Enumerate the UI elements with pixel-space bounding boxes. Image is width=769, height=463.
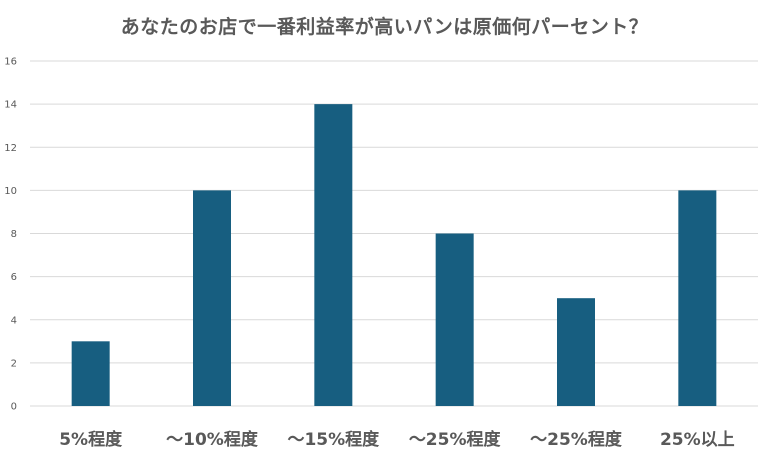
y-tick-label: 10 — [4, 186, 17, 197]
y-tick-label: 0 — [11, 402, 17, 413]
bar-6 — [678, 190, 717, 406]
bar-5 — [557, 298, 595, 406]
bar-1 — [71, 341, 110, 406]
x-category-label: ～25%程度 — [530, 429, 623, 450]
y-tick-label: 12 — [4, 143, 17, 154]
y-tick-label: 6 — [11, 272, 17, 283]
y-tick-label: 4 — [11, 315, 17, 326]
x-category-label: ～25%程度 — [409, 429, 502, 450]
x-category-label: 25%以上 — [660, 430, 735, 450]
x-category-label: ～15%程度 — [287, 429, 380, 450]
y-tick-label: 16 — [4, 57, 17, 68]
bar-4 — [435, 233, 474, 406]
bar-2 — [193, 190, 231, 406]
y-tick-label: 14 — [4, 100, 17, 111]
bar-3 — [314, 104, 353, 406]
y-tick-label: 8 — [11, 229, 17, 240]
y-tick-label: 2 — [11, 358, 17, 369]
x-category-label: 5%程度 — [59, 429, 123, 450]
chart-title: あなたのお店で一番利益率が高いパンは原価何パーセント？ — [120, 16, 649, 38]
x-category-label: ～10%程度 — [166, 429, 259, 450]
